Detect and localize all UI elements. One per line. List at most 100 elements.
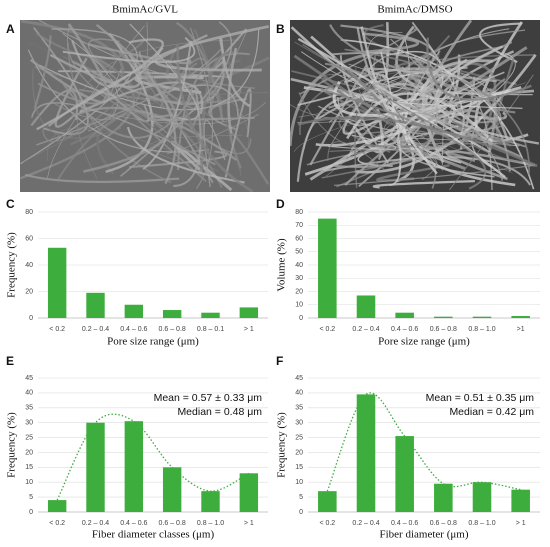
fiber [71,106,238,161]
y-tick-label: 30 [295,420,303,427]
fiber [32,69,122,139]
fiber [33,35,52,110]
fiber [391,111,454,154]
fiber [396,97,523,109]
bar [356,295,376,318]
y-tick-label: 45 [295,375,303,382]
y-tick-label: 40 [295,390,303,397]
x-tick-label: >1 [517,326,525,333]
fiber [367,32,444,171]
x-axis-label: Fiber diameter classes (μm) [92,529,215,541]
bar [162,467,182,512]
bar [201,312,220,318]
x-tick-label: 0.2 – 0.4 [82,326,109,333]
fiber [51,22,149,121]
y-axis-label: Volume (%) [276,238,288,292]
fiber [293,95,493,153]
fiber [324,62,455,106]
x-tick-label: 0.4 – 0.6 [120,520,147,527]
panel-label: E [6,354,14,368]
bar [356,394,376,512]
fiber [396,71,505,178]
y-tick-label: 40 [295,262,303,269]
bar [434,316,453,318]
y-tick-label: 60 [25,235,33,242]
y-tick-label: 5 [299,494,303,501]
y-tick-label: 20 [295,449,303,456]
fiber [79,81,204,115]
fibers [20,20,540,192]
fiber [148,113,255,121]
fiber [448,74,534,191]
fiber [37,69,108,105]
x-tick-label: 0.6 – 0.8 [159,326,186,333]
fiber [42,98,122,143]
x-tick-label: < 0.2 [319,326,335,333]
y-tick-label: 20 [25,288,33,295]
x-tick-label: 0.2 – 0.4 [82,520,109,527]
fiber [324,156,532,186]
bar [434,483,453,512]
fiber [333,164,535,187]
fiber [487,77,516,114]
panel-label: C [6,197,15,211]
x-tick-label: < 0.2 [49,326,65,333]
fiber [36,48,222,146]
x-axis-label: Fiber diameter (μm) [380,529,469,541]
fiber [96,59,241,175]
fiber [478,22,522,63]
panel-label: A [6,22,15,36]
bar [124,304,144,318]
y-tick-label: 40 [25,390,33,397]
bar [239,473,259,512]
x-tick-label: 0.8 – 1.0 [468,326,495,333]
y-tick-label: 20 [295,288,303,295]
bar [511,316,530,318]
x-axis-label: Pore size range (μm) [107,336,199,348]
y-tick-label: 45 [25,375,33,382]
y-tick-label: 60 [295,235,303,242]
y-tick-label: 10 [295,302,303,309]
y-tick-label: 70 [295,222,303,229]
y-tick-label: 15 [295,464,303,471]
fiber [402,107,498,154]
x-tick-label: > 1 [516,520,526,527]
fiber [300,37,410,94]
bar [201,491,220,512]
fiber [189,27,214,190]
y-tick-label: 20 [25,449,33,456]
fiber [36,38,164,131]
y-tick-label: 30 [295,275,303,282]
fiber [391,103,506,179]
panel-label: F [276,354,283,368]
y-tick-label: 35 [295,405,303,412]
y-tick-label: 25 [295,434,303,441]
bar [86,292,105,318]
image-title: BmimAc/DMSO [377,4,452,16]
y-axis-label: Frequency (%) [276,412,288,478]
x-tick-label: > 1 [244,520,254,527]
y-tick-label: 35 [25,405,33,412]
fiber [134,75,204,95]
x-axis-label: Pore size range (μm) [378,336,470,348]
fiber [176,46,254,192]
bar [395,312,414,318]
fiber [354,87,411,188]
x-tick-label: 0.6 – 0.8 [430,520,457,527]
fiber [325,89,487,190]
fiber [371,82,522,158]
x-tick-label: 0.8 – 1.0 [197,520,224,527]
fiber [445,150,536,181]
y-tick-label: 0 [29,315,33,322]
bar [86,422,105,512]
fiber [363,112,434,148]
fiber [20,20,125,75]
fiber [224,88,252,178]
annotation: Mean = 0.57 ± 0.33 μm [154,392,263,404]
bar [472,482,492,512]
bar [318,491,337,512]
bar [472,316,492,318]
fiber [329,24,495,98]
fiber [124,103,207,182]
y-tick-label: 0 [29,509,33,516]
